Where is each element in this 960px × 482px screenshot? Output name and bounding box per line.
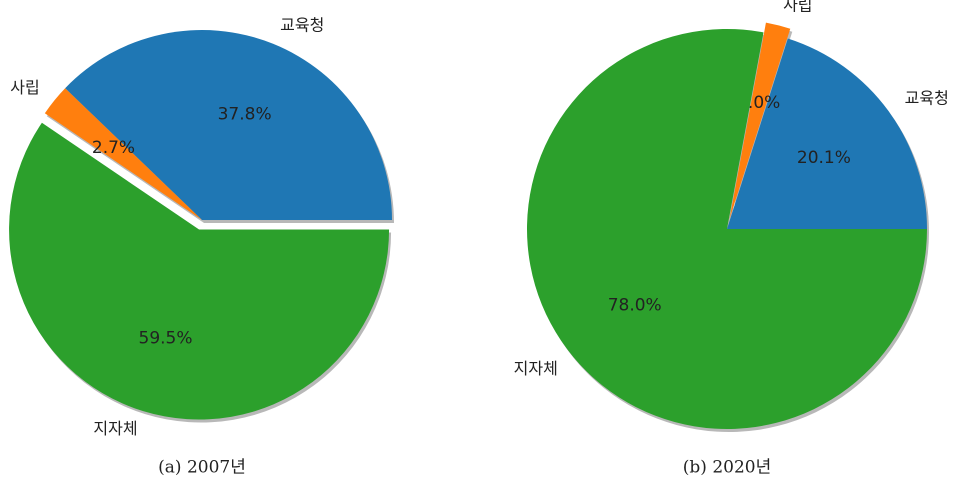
pie-slice: [9, 122, 390, 420]
category-label: 사립: [10, 78, 39, 97]
value-label: 37.8%: [218, 104, 272, 124]
caption: (b) 2020년: [683, 458, 771, 478]
category-label: 지자체: [93, 419, 137, 438]
pie-slice: [527, 29, 928, 430]
value-label: 20.1%: [797, 148, 851, 168]
category-label: 지자체: [514, 359, 558, 378]
category-label: 교육청: [280, 16, 324, 35]
pie-slice: [727, 38, 927, 230]
value-label: 59.5%: [139, 329, 193, 349]
value-label: 78.0%: [608, 296, 662, 316]
value-label: 2.7%: [92, 138, 135, 158]
pie-slice: [44, 88, 202, 220]
category-label: 교육청: [905, 89, 949, 108]
category-label: 사립: [783, 0, 812, 14]
caption: (a) 2007년: [158, 458, 246, 478]
pie-slice: [65, 29, 392, 221]
pie-slice: [729, 22, 791, 220]
